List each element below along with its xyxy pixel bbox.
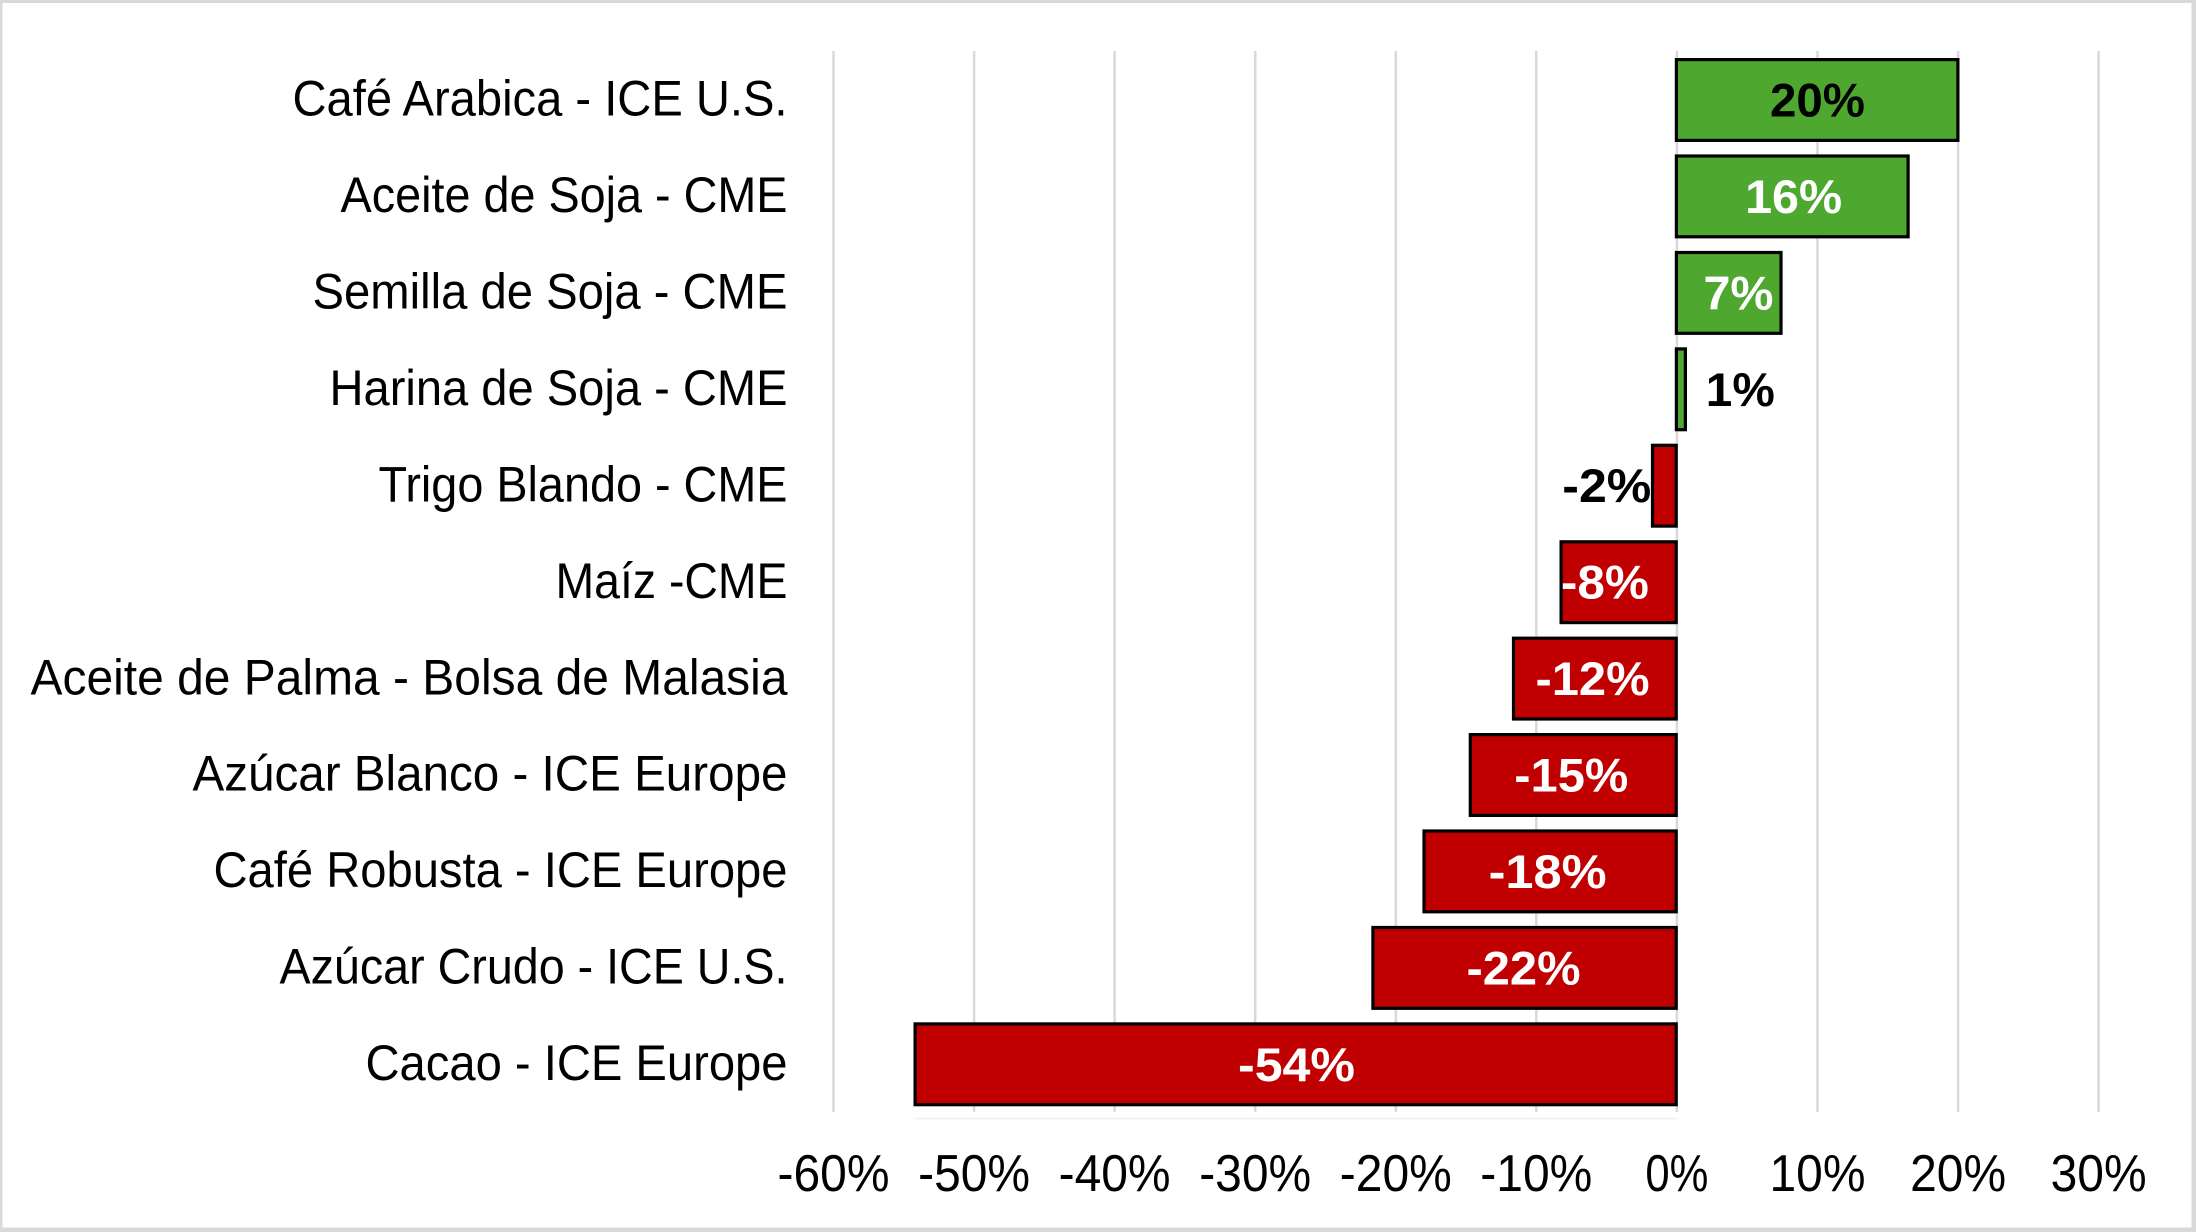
svg-text:Café Robusta - ICE Europe: Café Robusta - ICE Europe [214, 842, 788, 898]
svg-text:30%: 30% [2051, 1145, 2147, 1203]
svg-text:-40%: -40% [1059, 1145, 1171, 1203]
svg-text:-54%: -54% [1238, 1038, 1355, 1091]
svg-text:-20%: -20% [1340, 1145, 1452, 1203]
svg-text:Trigo Blando - CME: Trigo Blando - CME [379, 456, 788, 512]
svg-text:-8%: -8% [1561, 556, 1649, 609]
svg-text:-22%: -22% [1467, 941, 1581, 994]
svg-text:Semilla de Soja - CME: Semilla de Soja - CME [313, 264, 788, 320]
svg-text:Café Arabica - ICE U.S.: Café Arabica - ICE U.S. [293, 71, 788, 127]
svg-text:16%: 16% [1745, 170, 1842, 223]
svg-text:Aceite de Soja - CME: Aceite de Soja - CME [341, 167, 788, 223]
svg-text:Harina de Soja - CME: Harina de Soja - CME [330, 360, 788, 416]
svg-text:Azúcar Crudo - ICE U.S.: Azúcar Crudo - ICE U.S. [280, 939, 788, 995]
svg-text:Cacao - ICE Europe: Cacao - ICE Europe [366, 1035, 788, 1091]
svg-text:-18%: -18% [1489, 845, 1607, 898]
svg-text:-10%: -10% [1480, 1145, 1592, 1203]
svg-text:-60%: -60% [778, 1145, 890, 1203]
svg-text:Aceite de Palma - Bolsa de Mal: Aceite de Palma - Bolsa de Malasia [31, 649, 788, 705]
svg-text:1%: 1% [1706, 363, 1775, 416]
svg-text:-30%: -30% [1199, 1145, 1311, 1203]
svg-text:-12%: -12% [1536, 652, 1650, 705]
svg-text:0%: 0% [1645, 1145, 1708, 1203]
svg-text:-2%: -2% [1562, 459, 1651, 512]
svg-text:7%: 7% [1704, 266, 1774, 319]
svg-text:Azúcar Blanco - ICE Europe: Azúcar Blanco - ICE Europe [193, 746, 788, 802]
svg-text:-15%: -15% [1514, 749, 1628, 802]
svg-text:10%: 10% [1770, 1145, 1866, 1203]
svg-text:Maíz -CME: Maíz -CME [556, 553, 788, 609]
svg-text:20%: 20% [1910, 1145, 2006, 1203]
svg-text:20%: 20% [1770, 74, 1865, 127]
svg-text:-50%: -50% [918, 1145, 1030, 1203]
